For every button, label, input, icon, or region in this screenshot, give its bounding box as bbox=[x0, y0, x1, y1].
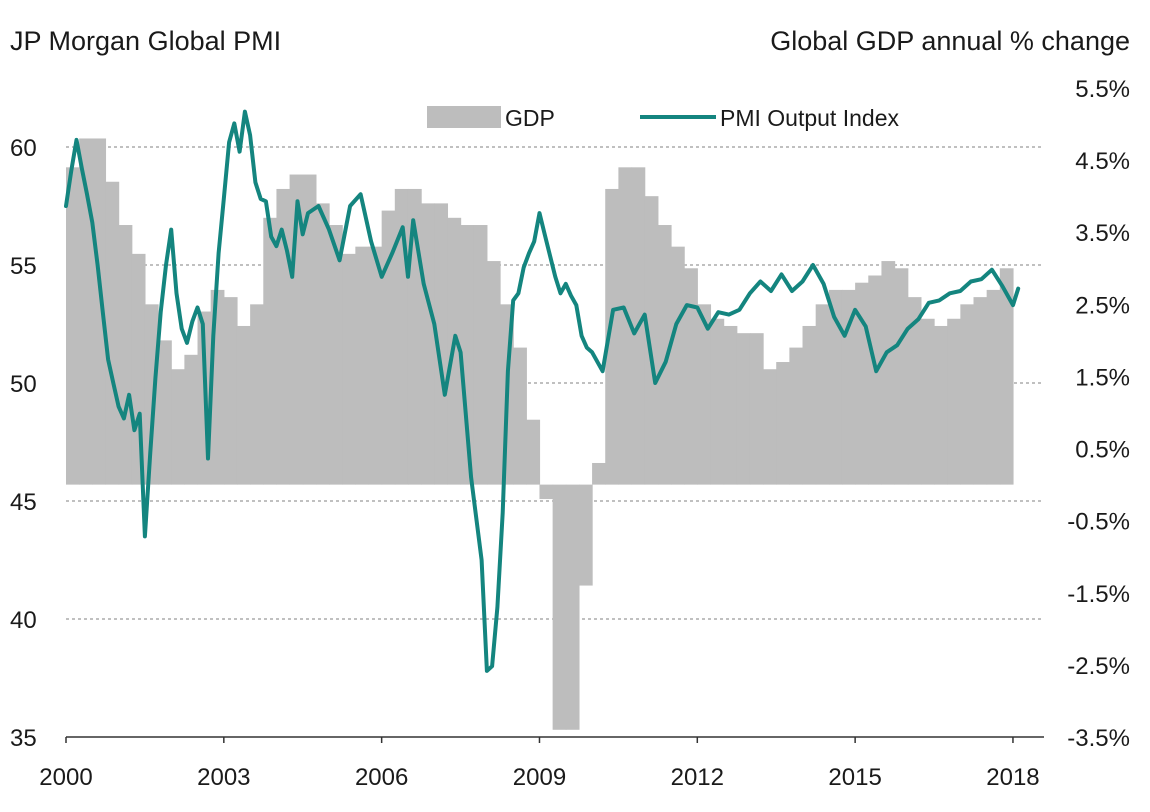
gdp-bar bbox=[552, 484, 567, 730]
right-tick-label: 4.5% bbox=[1075, 148, 1130, 175]
axis-layer: 2000 2003 2006 2009 2012 2015 2018 35 40 45 50 55 60… bbox=[10, 76, 1130, 791]
gdp-bar bbox=[749, 333, 764, 485]
right-axis-title: Global GDP annual % change bbox=[770, 26, 1130, 56]
gdp-bar bbox=[513, 347, 527, 485]
gdp-bar bbox=[171, 369, 185, 485]
gdp-bar bbox=[828, 289, 843, 485]
gdp-bar bbox=[329, 225, 343, 485]
legend-pmi-label: PMI Output Index bbox=[720, 105, 899, 131]
gdp-bar bbox=[263, 217, 278, 485]
gdp-bar bbox=[697, 304, 712, 485]
gdp-bar bbox=[671, 246, 685, 485]
gdp-bar bbox=[986, 289, 1001, 485]
right-tick-label: 0.5% bbox=[1075, 437, 1130, 464]
pmi-line-layer bbox=[64, 109, 1021, 673]
left-tick-label: 40 bbox=[10, 607, 37, 634]
gdp-bar bbox=[302, 174, 317, 485]
gdp-bar bbox=[999, 268, 1014, 485]
gdp-bar bbox=[539, 484, 554, 500]
right-tick-label: -2.5% bbox=[1067, 653, 1130, 680]
gdp-bar bbox=[644, 196, 659, 485]
left-tick-label: 35 bbox=[10, 725, 37, 752]
gdp-bar bbox=[881, 261, 896, 485]
right-tick-label: 2.5% bbox=[1075, 292, 1130, 319]
gdp-bar bbox=[907, 297, 922, 485]
gdp-bar bbox=[868, 275, 883, 485]
pmi-line bbox=[64, 109, 1021, 673]
right-tick-label: -0.5% bbox=[1067, 509, 1130, 536]
gdp-bar bbox=[763, 369, 777, 485]
gdp-bar bbox=[815, 304, 830, 485]
left-tick-label: 55 bbox=[10, 253, 37, 280]
gdp-bar bbox=[66, 167, 80, 485]
gdp-bar bbox=[973, 297, 988, 485]
left-tick-label: 60 bbox=[10, 135, 37, 162]
legend-gdp-label: GDP bbox=[505, 105, 555, 131]
gdp-bar bbox=[710, 318, 725, 485]
x-tick-label: 2012 bbox=[671, 764, 724, 791]
gdp-bar bbox=[894, 268, 909, 485]
gdp-bar bbox=[657, 225, 672, 485]
gdp-bar bbox=[92, 138, 107, 485]
gdp-bar bbox=[118, 225, 133, 485]
gdp-bar bbox=[605, 188, 619, 485]
left-axis-title: JP Morgan Global PMI bbox=[10, 26, 282, 56]
gdp-bar bbox=[381, 210, 396, 485]
x-tick-label: 2006 bbox=[355, 764, 408, 791]
gdp-bar bbox=[578, 484, 593, 586]
right-tick-label: 5.5% bbox=[1075, 76, 1130, 103]
gdp-bar bbox=[250, 304, 264, 485]
gdp-bar bbox=[960, 304, 975, 485]
gdp-bar bbox=[473, 225, 488, 485]
gdp-bar bbox=[144, 304, 159, 485]
legend: GDP PMI Output Index bbox=[427, 105, 899, 131]
x-tick-label: 2009 bbox=[513, 764, 566, 791]
gdp-bar bbox=[184, 354, 199, 485]
gdp-bar bbox=[105, 181, 120, 485]
gdp-bar bbox=[947, 318, 961, 485]
gdp-bar bbox=[158, 340, 172, 485]
legend-gdp-swatch bbox=[427, 106, 501, 128]
gdp-bar bbox=[223, 297, 238, 485]
gdp-bars bbox=[66, 138, 1014, 730]
gdp-bar bbox=[920, 318, 935, 485]
gdp-bar bbox=[315, 203, 330, 485]
right-tick-label: -3.5% bbox=[1067, 725, 1130, 752]
x-tick-label: 2018 bbox=[986, 764, 1039, 791]
left-tick-label: 50 bbox=[10, 371, 37, 398]
gdp-bar bbox=[79, 138, 93, 485]
x-tick-label: 2000 bbox=[39, 764, 92, 791]
left-tick-label: 45 bbox=[10, 489, 37, 516]
gdp-bar bbox=[618, 167, 633, 485]
gdp-bar bbox=[421, 203, 435, 485]
gdp-bar bbox=[460, 225, 475, 485]
right-tick-label: -1.5% bbox=[1067, 581, 1130, 608]
x-tick-label: 2003 bbox=[197, 764, 250, 791]
gdp-bar bbox=[276, 188, 291, 485]
right-tick-label: 3.5% bbox=[1075, 220, 1130, 247]
gdp-bar bbox=[592, 462, 606, 485]
gdp-bar bbox=[684, 268, 698, 485]
gdp-bar bbox=[355, 246, 370, 485]
gdp-bar bbox=[486, 261, 501, 485]
gdp-bar bbox=[789, 347, 804, 485]
gdp-bar bbox=[368, 246, 383, 485]
gdp-bar bbox=[342, 253, 356, 485]
gdp-bar bbox=[776, 362, 790, 485]
gdp-bar bbox=[934, 325, 948, 485]
gdp-bar bbox=[736, 333, 751, 485]
x-tick-label: 2015 bbox=[828, 764, 881, 791]
gdp-bar bbox=[841, 289, 856, 485]
right-tick-label: 1.5% bbox=[1075, 364, 1130, 391]
gdp-bar bbox=[236, 325, 251, 485]
gdp-bar bbox=[131, 253, 146, 485]
gdp-bar bbox=[565, 484, 580, 730]
gdp-bar bbox=[526, 419, 541, 485]
gdp-bar bbox=[802, 325, 817, 485]
gdp-bar bbox=[723, 325, 738, 485]
gdp-bar bbox=[434, 203, 449, 485]
